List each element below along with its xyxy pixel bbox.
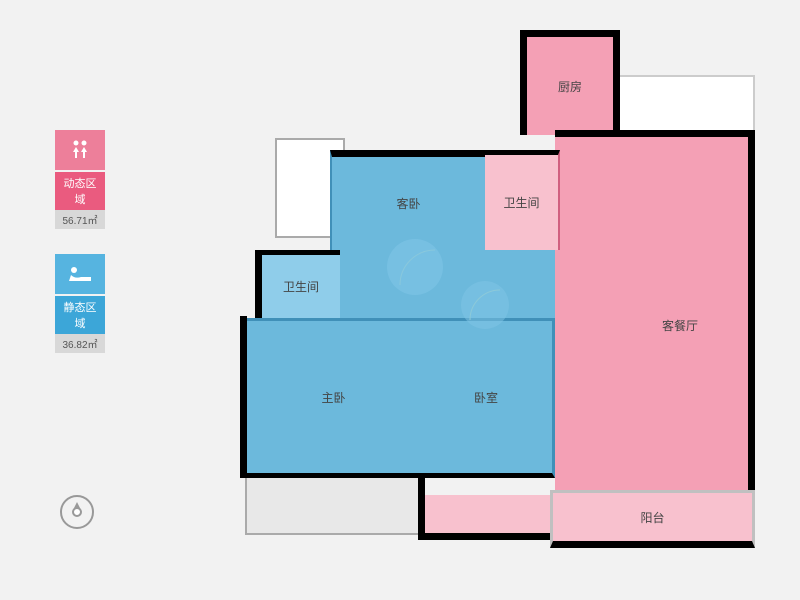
- room-balcony: 阳台: [550, 490, 755, 548]
- balcony-step: [425, 495, 550, 540]
- legend-static: 静态区域 36.82㎡: [55, 254, 105, 353]
- balcony-label: 阳台: [640, 509, 664, 526]
- floorplan: 厨房 客餐厅 卫生间 阳台 客卧 卫生间 主卧 卧室: [200, 20, 760, 580]
- open-area-bottom-left: [245, 475, 420, 535]
- guest-bedroom-label: 客卧: [396, 195, 420, 212]
- wall-segment: [418, 475, 425, 540]
- legend-dynamic: 动态区域 56.71㎡: [55, 130, 105, 229]
- bedroom-label: 卧室: [474, 389, 498, 406]
- legend-panel: 动态区域 56.71㎡ 静态区域 36.82㎡: [55, 130, 105, 378]
- dynamic-zone-value: 56.71㎡: [55, 210, 105, 229]
- room-bathroom2: 卫生间: [255, 250, 340, 318]
- kitchen-label: 厨房: [558, 78, 582, 95]
- static-zone-label: 静态区域: [55, 296, 105, 334]
- room-living: 客餐厅: [555, 130, 755, 490]
- bathroom1-label: 卫生间: [503, 194, 539, 211]
- living-label: 客餐厅: [662, 317, 698, 334]
- room-bedroom: 卧室: [420, 318, 555, 478]
- master-bedroom-label: 主卧: [321, 389, 345, 406]
- static-zone-value: 36.82㎡: [55, 334, 105, 353]
- room-guest-bedroom: 客卧: [330, 150, 485, 250]
- wall-segment: [748, 130, 755, 490]
- room-kitchen: 厨房: [520, 30, 620, 135]
- room-master-bedroom: 主卧: [240, 318, 420, 478]
- dynamic-zone-label: 动态区域: [55, 172, 105, 210]
- bathroom2-label: 卫生间: [283, 278, 319, 295]
- dynamic-zone-icon: [55, 130, 105, 170]
- compass-icon: [60, 495, 94, 529]
- hall-area: [340, 250, 555, 320]
- wall-segment: [240, 316, 247, 322]
- room-bathroom1: 卫生间: [485, 150, 560, 250]
- static-zone-icon: [55, 254, 105, 294]
